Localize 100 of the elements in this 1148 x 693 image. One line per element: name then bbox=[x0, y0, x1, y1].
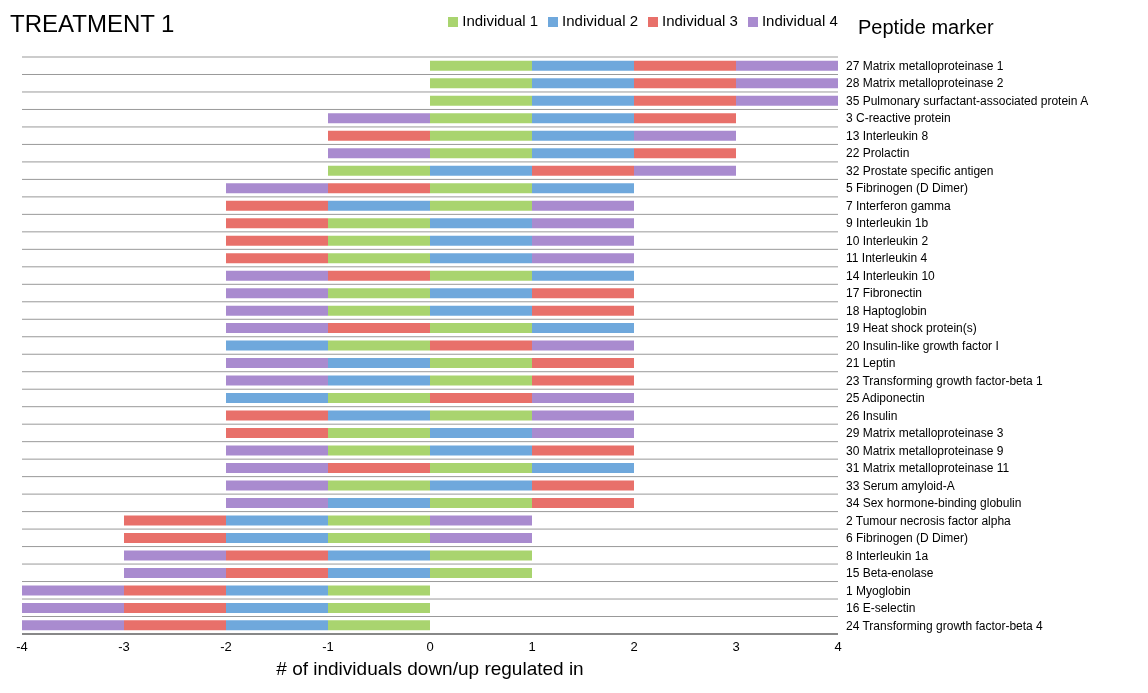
bar bbox=[430, 323, 532, 334]
bar bbox=[328, 567, 430, 578]
bar bbox=[226, 358, 328, 369]
x-tick-label: -4 bbox=[16, 639, 28, 655]
bar bbox=[328, 148, 430, 159]
y-tick-label: 25 Adiponectin bbox=[846, 391, 925, 406]
y-tick-label: 17 Fibronectin bbox=[846, 286, 923, 301]
bar bbox=[430, 60, 532, 71]
x-tick-label: 3 bbox=[732, 639, 740, 655]
bar bbox=[226, 532, 328, 543]
bar bbox=[124, 515, 226, 526]
y-tick-label: 34 Sex hormone-binding globulin bbox=[846, 496, 1022, 511]
bar bbox=[328, 340, 430, 351]
bar bbox=[430, 235, 532, 246]
bar bbox=[328, 532, 430, 543]
bar bbox=[430, 305, 532, 316]
bar bbox=[22, 602, 124, 613]
bar bbox=[532, 288, 634, 299]
x-axis-title: # of individuals down/up regulated in bbox=[275, 658, 585, 680]
bar bbox=[532, 375, 634, 386]
bar bbox=[430, 550, 532, 561]
y-tick-label: 11 Interleukin 4 bbox=[846, 251, 928, 266]
y-tick-label: 21 Leptin bbox=[846, 356, 896, 371]
legend-label: Individual 4 bbox=[761, 12, 838, 29]
bar bbox=[532, 218, 634, 229]
bar bbox=[226, 323, 328, 334]
bar bbox=[430, 515, 532, 526]
bar bbox=[634, 113, 736, 124]
y-tick-label: 2 Tumour necrosis factor alpha bbox=[846, 513, 1012, 528]
x-tick-label: -2 bbox=[220, 639, 232, 655]
y-tick-label: 5 Fibrinogen (D Dimer) bbox=[846, 181, 969, 196]
bar bbox=[532, 78, 634, 89]
x-tick-label: -1 bbox=[322, 639, 334, 655]
bar bbox=[226, 393, 328, 404]
y-tick-label: 18 Haptoglobin bbox=[846, 303, 927, 318]
bar bbox=[430, 148, 532, 159]
bar bbox=[634, 148, 736, 159]
bar bbox=[532, 113, 634, 124]
bar bbox=[634, 78, 736, 89]
bar bbox=[634, 60, 736, 71]
y-tick-label: 9 Interleukin 1b bbox=[846, 216, 929, 231]
bar bbox=[430, 270, 532, 281]
bar bbox=[328, 497, 430, 508]
x-tick-label: -3 bbox=[118, 639, 130, 655]
y-tick-label: 30 Matrix metalloproteinase 9 bbox=[846, 443, 1004, 458]
y-tick-label: 32 Prostate specific antigen bbox=[846, 163, 994, 178]
x-tick-label: 0 bbox=[426, 639, 434, 655]
bar bbox=[328, 428, 430, 439]
bar bbox=[430, 567, 532, 578]
bar bbox=[532, 428, 634, 439]
bar bbox=[328, 410, 430, 421]
bar bbox=[226, 305, 328, 316]
bar bbox=[430, 428, 532, 439]
bar bbox=[226, 428, 328, 439]
bar bbox=[226, 183, 328, 194]
bar bbox=[226, 200, 328, 211]
bar bbox=[226, 515, 328, 526]
bar bbox=[226, 602, 328, 613]
bar bbox=[124, 550, 226, 561]
bar bbox=[430, 340, 532, 351]
bar bbox=[328, 253, 430, 264]
bar bbox=[226, 550, 328, 561]
bar bbox=[532, 183, 634, 194]
legend-label: Individual 1 bbox=[462, 12, 539, 29]
bar bbox=[328, 288, 430, 299]
bar bbox=[736, 78, 838, 89]
y-tick-label: 28 Matrix metalloproteinase 2 bbox=[846, 76, 1004, 91]
bar bbox=[532, 358, 634, 369]
x-tick-label: 4 bbox=[834, 639, 842, 655]
y-tick-label: 35 Pulmonary surfactant-associated protein A bbox=[846, 93, 1089, 108]
bar bbox=[328, 515, 430, 526]
chart-title: TREATMENT 1 bbox=[10, 10, 175, 38]
bar bbox=[430, 218, 532, 229]
bar bbox=[328, 113, 430, 124]
y-tick-label: 8 Interleukin 1a bbox=[846, 548, 929, 563]
y-tick-label: 13 Interleukin 8 bbox=[846, 128, 929, 143]
bar bbox=[124, 567, 226, 578]
bar bbox=[736, 95, 838, 106]
bar bbox=[634, 95, 736, 106]
bar bbox=[532, 463, 634, 473]
bar bbox=[532, 340, 634, 351]
bar bbox=[532, 130, 634, 141]
bar bbox=[430, 463, 532, 473]
bar bbox=[532, 445, 634, 456]
bar bbox=[328, 165, 430, 176]
y-tick-label: 19 Heat shock protein(s) bbox=[846, 321, 977, 336]
bar bbox=[328, 235, 430, 246]
bar bbox=[226, 235, 328, 246]
x-tick-label: 1 bbox=[528, 639, 536, 655]
bar bbox=[226, 567, 328, 578]
bar bbox=[634, 165, 736, 176]
bar bbox=[430, 200, 532, 211]
bar bbox=[226, 375, 328, 386]
bar bbox=[328, 305, 430, 316]
bar bbox=[328, 183, 430, 194]
bar bbox=[430, 78, 532, 89]
bar bbox=[430, 165, 532, 176]
bar bbox=[226, 620, 328, 631]
bar bbox=[226, 253, 328, 264]
bar bbox=[226, 410, 328, 421]
